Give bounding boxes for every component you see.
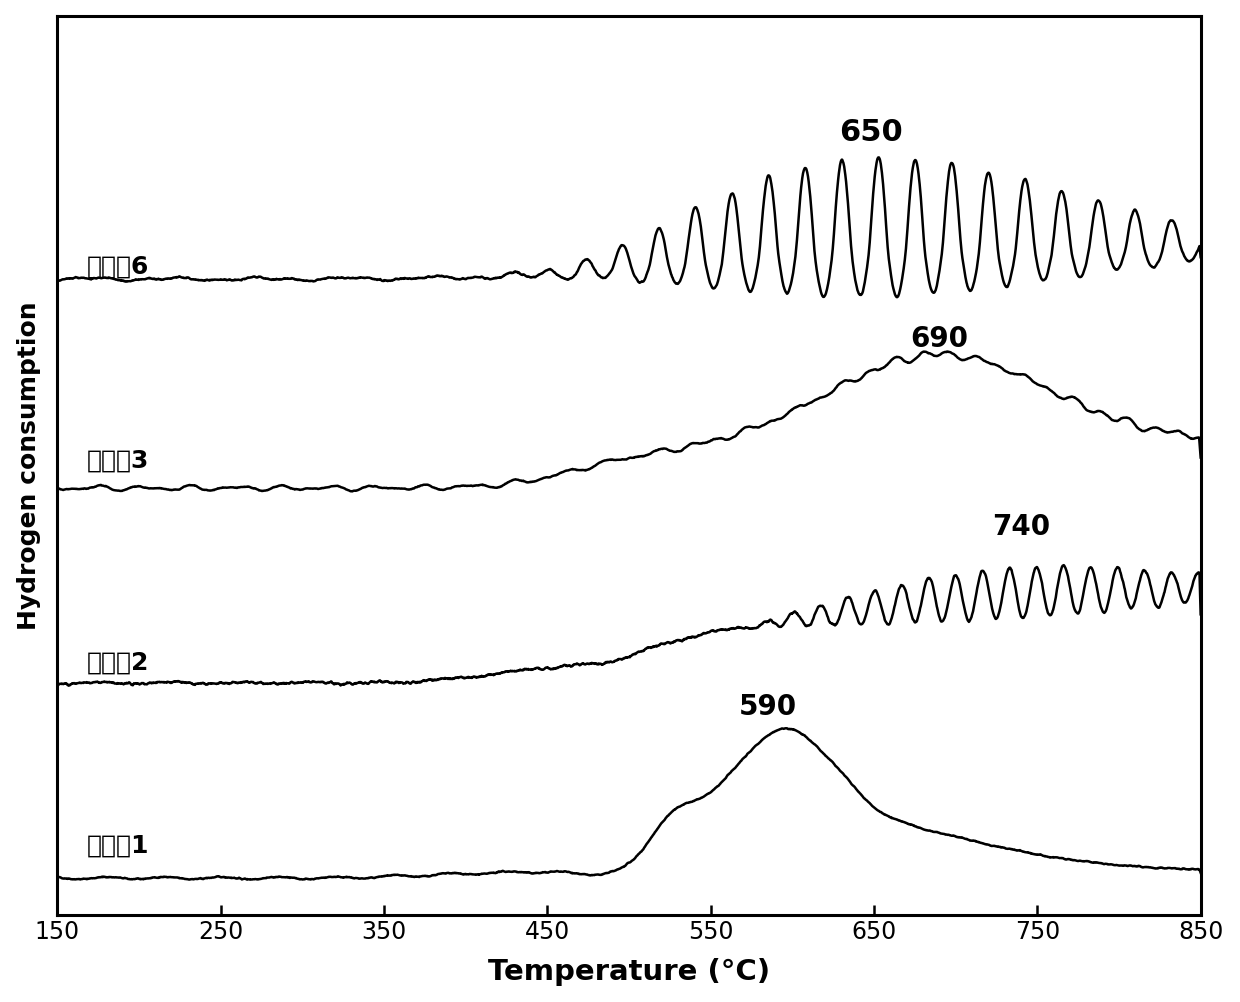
X-axis label: Temperature (°C): Temperature (°C): [487, 957, 770, 985]
Text: 740: 740: [992, 512, 1050, 540]
Text: 对比兦2: 对比兦2: [87, 650, 149, 674]
Text: 690: 690: [910, 325, 968, 352]
Text: 对比兦1: 对比兦1: [87, 833, 149, 857]
Text: 650: 650: [838, 117, 903, 146]
Text: 实施兦6: 实施兦6: [87, 255, 149, 279]
Y-axis label: Hydrogen consumption: Hydrogen consumption: [16, 302, 41, 630]
Text: 590: 590: [739, 692, 797, 720]
Text: 对比兦3: 对比兦3: [87, 449, 149, 473]
